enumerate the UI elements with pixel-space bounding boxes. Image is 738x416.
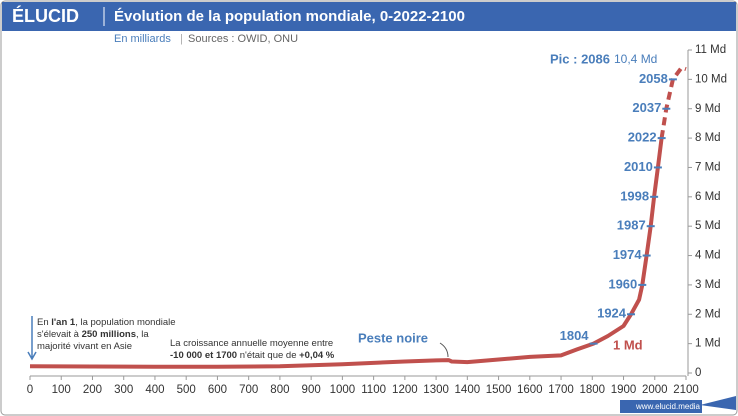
x-tick-label: 1100 bbox=[361, 384, 386, 396]
note-line: s'élevait à 250 millions, la bbox=[37, 329, 149, 340]
note-run: En bbox=[37, 317, 51, 328]
x-tick-label: 1200 bbox=[392, 384, 418, 396]
x-tick-label: 1600 bbox=[517, 384, 543, 396]
x-tick-label: 700 bbox=[239, 384, 258, 396]
x-tick-label: 600 bbox=[208, 384, 227, 396]
y-tick-label: 8 Md bbox=[695, 132, 721, 144]
milestone-label: 2058 bbox=[639, 71, 668, 86]
milestone-label: 1974 bbox=[613, 247, 643, 262]
x-tick-label: 1300 bbox=[423, 384, 449, 396]
note-run: La croissance annuelle moyenne entre bbox=[170, 338, 333, 349]
source: Sources : OWID, ONU bbox=[188, 33, 298, 45]
x-tick-label: 1500 bbox=[486, 384, 512, 396]
plague-arrow bbox=[439, 342, 449, 358]
y-tick-label: 6 Md bbox=[695, 191, 721, 203]
note-run: , la population mondiale bbox=[75, 317, 175, 328]
y-tick-label: 11 Md bbox=[695, 44, 726, 56]
subtitle: En milliards bbox=[114, 33, 171, 45]
y-tick-label: 3 Md bbox=[695, 279, 721, 291]
y-tick-label: 5 Md bbox=[695, 220, 721, 232]
first-billion-label: 1 Md bbox=[613, 337, 643, 352]
note-line: En l'an 1, la population mondiale bbox=[37, 317, 176, 328]
x-tick-label: 0 bbox=[27, 384, 33, 396]
note-line: -10 000 et 1700 n'était que de +0,04 % bbox=[170, 350, 335, 361]
note-run: -10 000 et 1700 bbox=[170, 350, 237, 361]
x-tick-label: 1000 bbox=[330, 384, 356, 396]
note-run: 250 millions bbox=[82, 329, 136, 340]
y-tick-label: 1 Md bbox=[695, 338, 721, 350]
x-tick-label: 1900 bbox=[611, 384, 637, 396]
milestone-label: 1960 bbox=[608, 276, 637, 291]
milestone-label: 1924 bbox=[597, 306, 627, 321]
footer: www.elucid.media bbox=[635, 402, 701, 411]
divider: | bbox=[180, 33, 183, 45]
footer-accent bbox=[700, 396, 736, 410]
x-tick-label: 300 bbox=[114, 384, 133, 396]
y-tick-label: 4 Md bbox=[695, 250, 721, 262]
note-run: +0,04 % bbox=[299, 350, 335, 361]
logo: ÉLUCID bbox=[12, 5, 79, 26]
milestone-label: 1998 bbox=[620, 188, 649, 203]
y-tick-label: 9 Md bbox=[695, 103, 721, 115]
note-run: l'an 1 bbox=[51, 317, 76, 328]
milestone-label: 2022 bbox=[628, 130, 657, 145]
note-run: majorité vivant en Asie bbox=[37, 341, 132, 352]
milestone-label: 2037 bbox=[632, 100, 661, 115]
milestone-label: 1987 bbox=[617, 218, 646, 233]
footer-bg bbox=[620, 400, 702, 413]
milestone-label: 2010 bbox=[624, 159, 653, 174]
x-tick-label: 1800 bbox=[579, 384, 605, 396]
note-line: La croissance annuelle moyenne entre bbox=[170, 338, 333, 349]
y-tick-label: 7 Md bbox=[695, 161, 721, 173]
chart-title: Évolution de la population mondiale, 0-2… bbox=[114, 8, 465, 25]
x-tick-label: 1400 bbox=[455, 384, 481, 396]
x-tick-label: 200 bbox=[83, 384, 102, 396]
note-arrow bbox=[27, 316, 37, 361]
peak-label: Pic : 2086 bbox=[550, 51, 610, 66]
series-line bbox=[29, 137, 664, 369]
x-tick-label: 800 bbox=[270, 384, 289, 396]
y-tick-label: 2 Md bbox=[695, 308, 721, 320]
y-tick-label: 0 bbox=[695, 367, 701, 379]
x-tick-label: 2000 bbox=[642, 384, 668, 396]
milestone-label: 1804 bbox=[560, 328, 590, 343]
note-run: s'élevait à bbox=[37, 329, 82, 340]
y-tick-label: 10 Md bbox=[695, 73, 727, 85]
peak-value-label: 10,4 Md bbox=[614, 52, 657, 66]
x-tick-label: 100 bbox=[52, 384, 71, 396]
x-tick-label: 2100 bbox=[673, 384, 699, 396]
note-run: n'était que de bbox=[237, 350, 299, 361]
x-tick-label: 400 bbox=[145, 384, 164, 396]
header-bar bbox=[2, 2, 736, 31]
x-tick-label: 900 bbox=[302, 384, 321, 396]
note-line: majorité vivant en Asie bbox=[37, 341, 132, 352]
x-tick-label: 1700 bbox=[548, 384, 574, 396]
plague-label: Peste noire bbox=[358, 330, 428, 345]
x-tick-label: 500 bbox=[177, 384, 196, 396]
note-run: , la bbox=[136, 329, 149, 340]
